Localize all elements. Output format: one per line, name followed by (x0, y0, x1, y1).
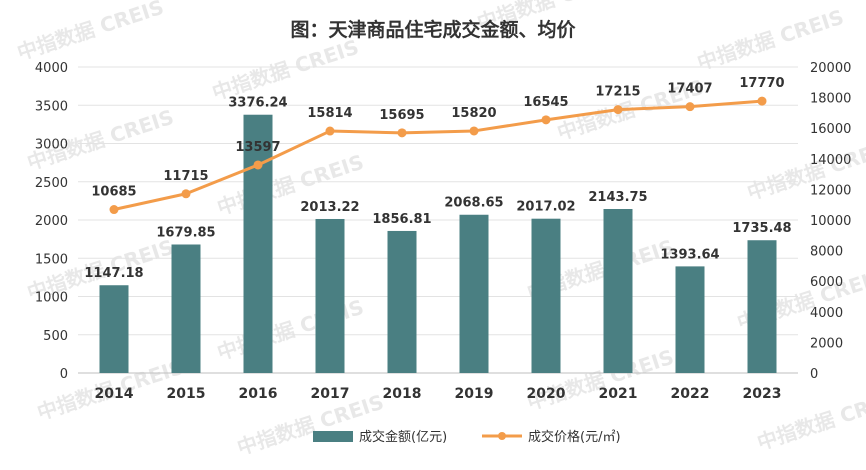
legend: 成交金额(亿元) 成交价格(元/㎡) (313, 429, 621, 445)
y-right-tick-label: 12000 (810, 183, 851, 198)
y-left-tick-label: 500 (43, 329, 68, 344)
x-tick-label: 2014 (95, 386, 134, 402)
legend-label-price: 成交价格(元/㎡) (528, 429, 621, 445)
bar-series: 1147.18 1679.85 3376.24 2013.22 1856.81 2068.… (84, 96, 792, 373)
price-point-2020 (541, 115, 551, 125)
price-point-2016 (253, 160, 263, 170)
x-tick-label: 2021 (599, 386, 638, 402)
x-tick-label: 2019 (455, 386, 494, 402)
watermark-text: 中指数据 CREIS (209, 35, 362, 105)
x-tick-label: 2016 (239, 386, 278, 402)
price-data-label: 17770 (739, 76, 784, 91)
bar-data-label: 3376.24 (228, 96, 287, 111)
x-tick-label: 2018 (383, 386, 422, 402)
y-right-tick-label: 8000 (810, 245, 843, 260)
legend-swatch-amount (313, 431, 353, 442)
watermark-text: 中指数据 CREIS (14, 0, 167, 65)
x-tick-label: 2020 (527, 386, 566, 402)
price-data-label: 13597 (235, 140, 280, 155)
price-line (113, 99, 763, 211)
legend-label-amount: 成交金额(亿元) (359, 429, 447, 445)
y-right-tick-label: 20000 (810, 61, 851, 76)
y-right-tick-label: 2000 (810, 336, 843, 351)
bar-2023 (747, 240, 777, 373)
x-tick-label: 2015 (167, 386, 206, 402)
y-right-tick-label: 10000 (810, 214, 851, 229)
y-left-tick-label: 3000 (35, 138, 68, 153)
legend-swatch-price-marker (498, 432, 506, 440)
price-point-2022 (685, 102, 695, 112)
price-data-label: 15814 (307, 106, 352, 121)
y-left-tick-label: 1000 (35, 291, 68, 306)
y-left-tick-label: 2000 (35, 214, 68, 229)
bar-2018 (387, 230, 417, 373)
bar-2021 (603, 209, 633, 373)
line-series: 10685 11715 13597 15814 15695 15820 16545 17215… (91, 76, 785, 215)
y-right-tick-label: 6000 (810, 275, 843, 290)
bar-2015 (171, 244, 201, 373)
bar-2022 (675, 266, 705, 373)
price-data-label: 11715 (163, 169, 208, 184)
chart-title: 图：天津商品住宅成交金额、均价 (290, 18, 576, 41)
bar-data-label: 2017.02 (516, 200, 575, 215)
y-axis-right: 0 2000 4000 6000 8000 10000 12000 14000 16000 180… (810, 61, 851, 382)
y-right-tick-label: 18000 (810, 92, 851, 107)
x-tick-label: 2023 (743, 386, 782, 402)
y-right-tick-label: 16000 (810, 122, 851, 137)
y-left-tick-label: 0 (60, 367, 68, 382)
price-data-label: 15820 (451, 106, 496, 121)
bar-2016 (243, 114, 273, 373)
price-data-label: 16545 (523, 95, 568, 110)
price-point-2023 (757, 96, 767, 106)
price-point-2021 (613, 105, 623, 115)
bar-data-label: 1735.48 (732, 221, 791, 236)
y-left-tick-label: 3500 (35, 99, 68, 114)
price-point-2019 (469, 126, 479, 136)
price-point-2014 (109, 205, 119, 215)
price-point-2018 (397, 128, 407, 138)
y-right-tick-label: 4000 (810, 306, 843, 321)
price-data-label: 15695 (379, 108, 424, 123)
y-right-tick-label: 0 (810, 367, 818, 382)
x-tick-label: 2022 (671, 386, 710, 402)
price-data-label: 17215 (595, 85, 640, 100)
price-point-2017 (325, 126, 335, 136)
bar-2020 (531, 218, 561, 373)
bar-data-label: 1679.85 (156, 225, 215, 240)
bar-2017 (315, 218, 345, 373)
x-tick-label: 2017 (311, 386, 350, 402)
y-axis-left: 0 500 1000 1500 2000 2500 3000 3500 4000 (35, 61, 68, 382)
y-left-tick-label: 1500 (35, 252, 68, 267)
bar-data-label: 1147.18 (84, 266, 143, 281)
price-data-label: 10685 (91, 185, 136, 200)
bar-2014 (99, 285, 129, 373)
price-data-label: 17407 (667, 82, 712, 97)
gridlines (78, 66, 798, 374)
x-axis: 2014 2015 2016 2017 2018 2019 2020 2021 2022 2023 (95, 386, 782, 402)
bar-data-label: 1393.64 (660, 247, 719, 262)
y-right-tick-label: 14000 (810, 153, 851, 168)
bar-data-label: 2068.65 (444, 196, 503, 211)
price-point-2015 (181, 189, 191, 199)
bar-data-label: 2013.22 (300, 200, 359, 215)
bar-data-label: 1856.81 (372, 212, 431, 227)
y-left-tick-label: 4000 (35, 61, 68, 76)
bar-2019 (459, 214, 489, 373)
bar-data-label: 2143.75 (588, 190, 647, 205)
y-left-tick-label: 2500 (35, 176, 68, 191)
